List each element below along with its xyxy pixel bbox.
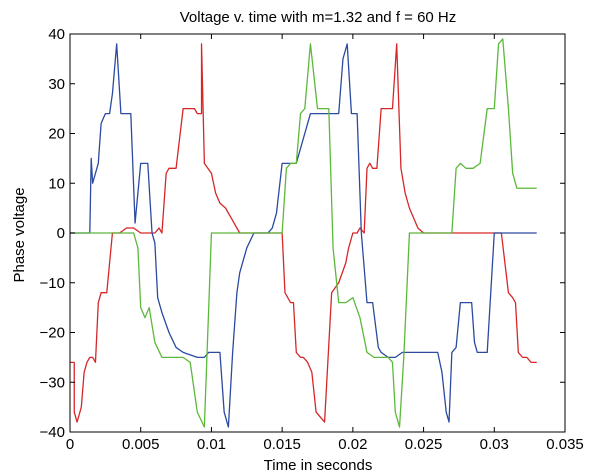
x-tick-label: 0	[66, 436, 74, 453]
y-tick-label: 0	[57, 225, 65, 242]
y-tick-label: 20	[48, 126, 65, 143]
x-tick-label: 0.015	[263, 436, 301, 453]
x-tick-label: 0.035	[546, 436, 584, 453]
y-axis-title: Phase voltage	[11, 187, 28, 282]
y-tick-label: −30	[40, 374, 65, 391]
x-tick-label: 0.02	[338, 436, 367, 453]
y-tick-label: 40	[48, 26, 65, 43]
y-tick-label: −20	[40, 325, 65, 342]
y-tick-label: 10	[48, 175, 65, 192]
y-tick-label: −40	[40, 424, 65, 441]
x-tick-label: 0.01	[197, 436, 226, 453]
y-tick-label: −10	[40, 275, 65, 292]
x-tick-label: 0.005	[122, 436, 160, 453]
chart-title: Voltage v. time with m=1.32 and f = 60 H…	[180, 9, 457, 26]
plot-area: 0 0.005 0.01 0.015 0.02 0.025 0.03 0.035 −40 −30 −…	[40, 26, 584, 453]
x-tick-label: 0.03	[480, 436, 509, 453]
x-tick-label: 0.025	[405, 436, 443, 453]
series-line-2	[70, 43, 537, 428]
x-axis-title: Time in seconds	[264, 457, 373, 474]
y-tick-label: 30	[48, 76, 65, 93]
series-line-3	[70, 38, 537, 428]
